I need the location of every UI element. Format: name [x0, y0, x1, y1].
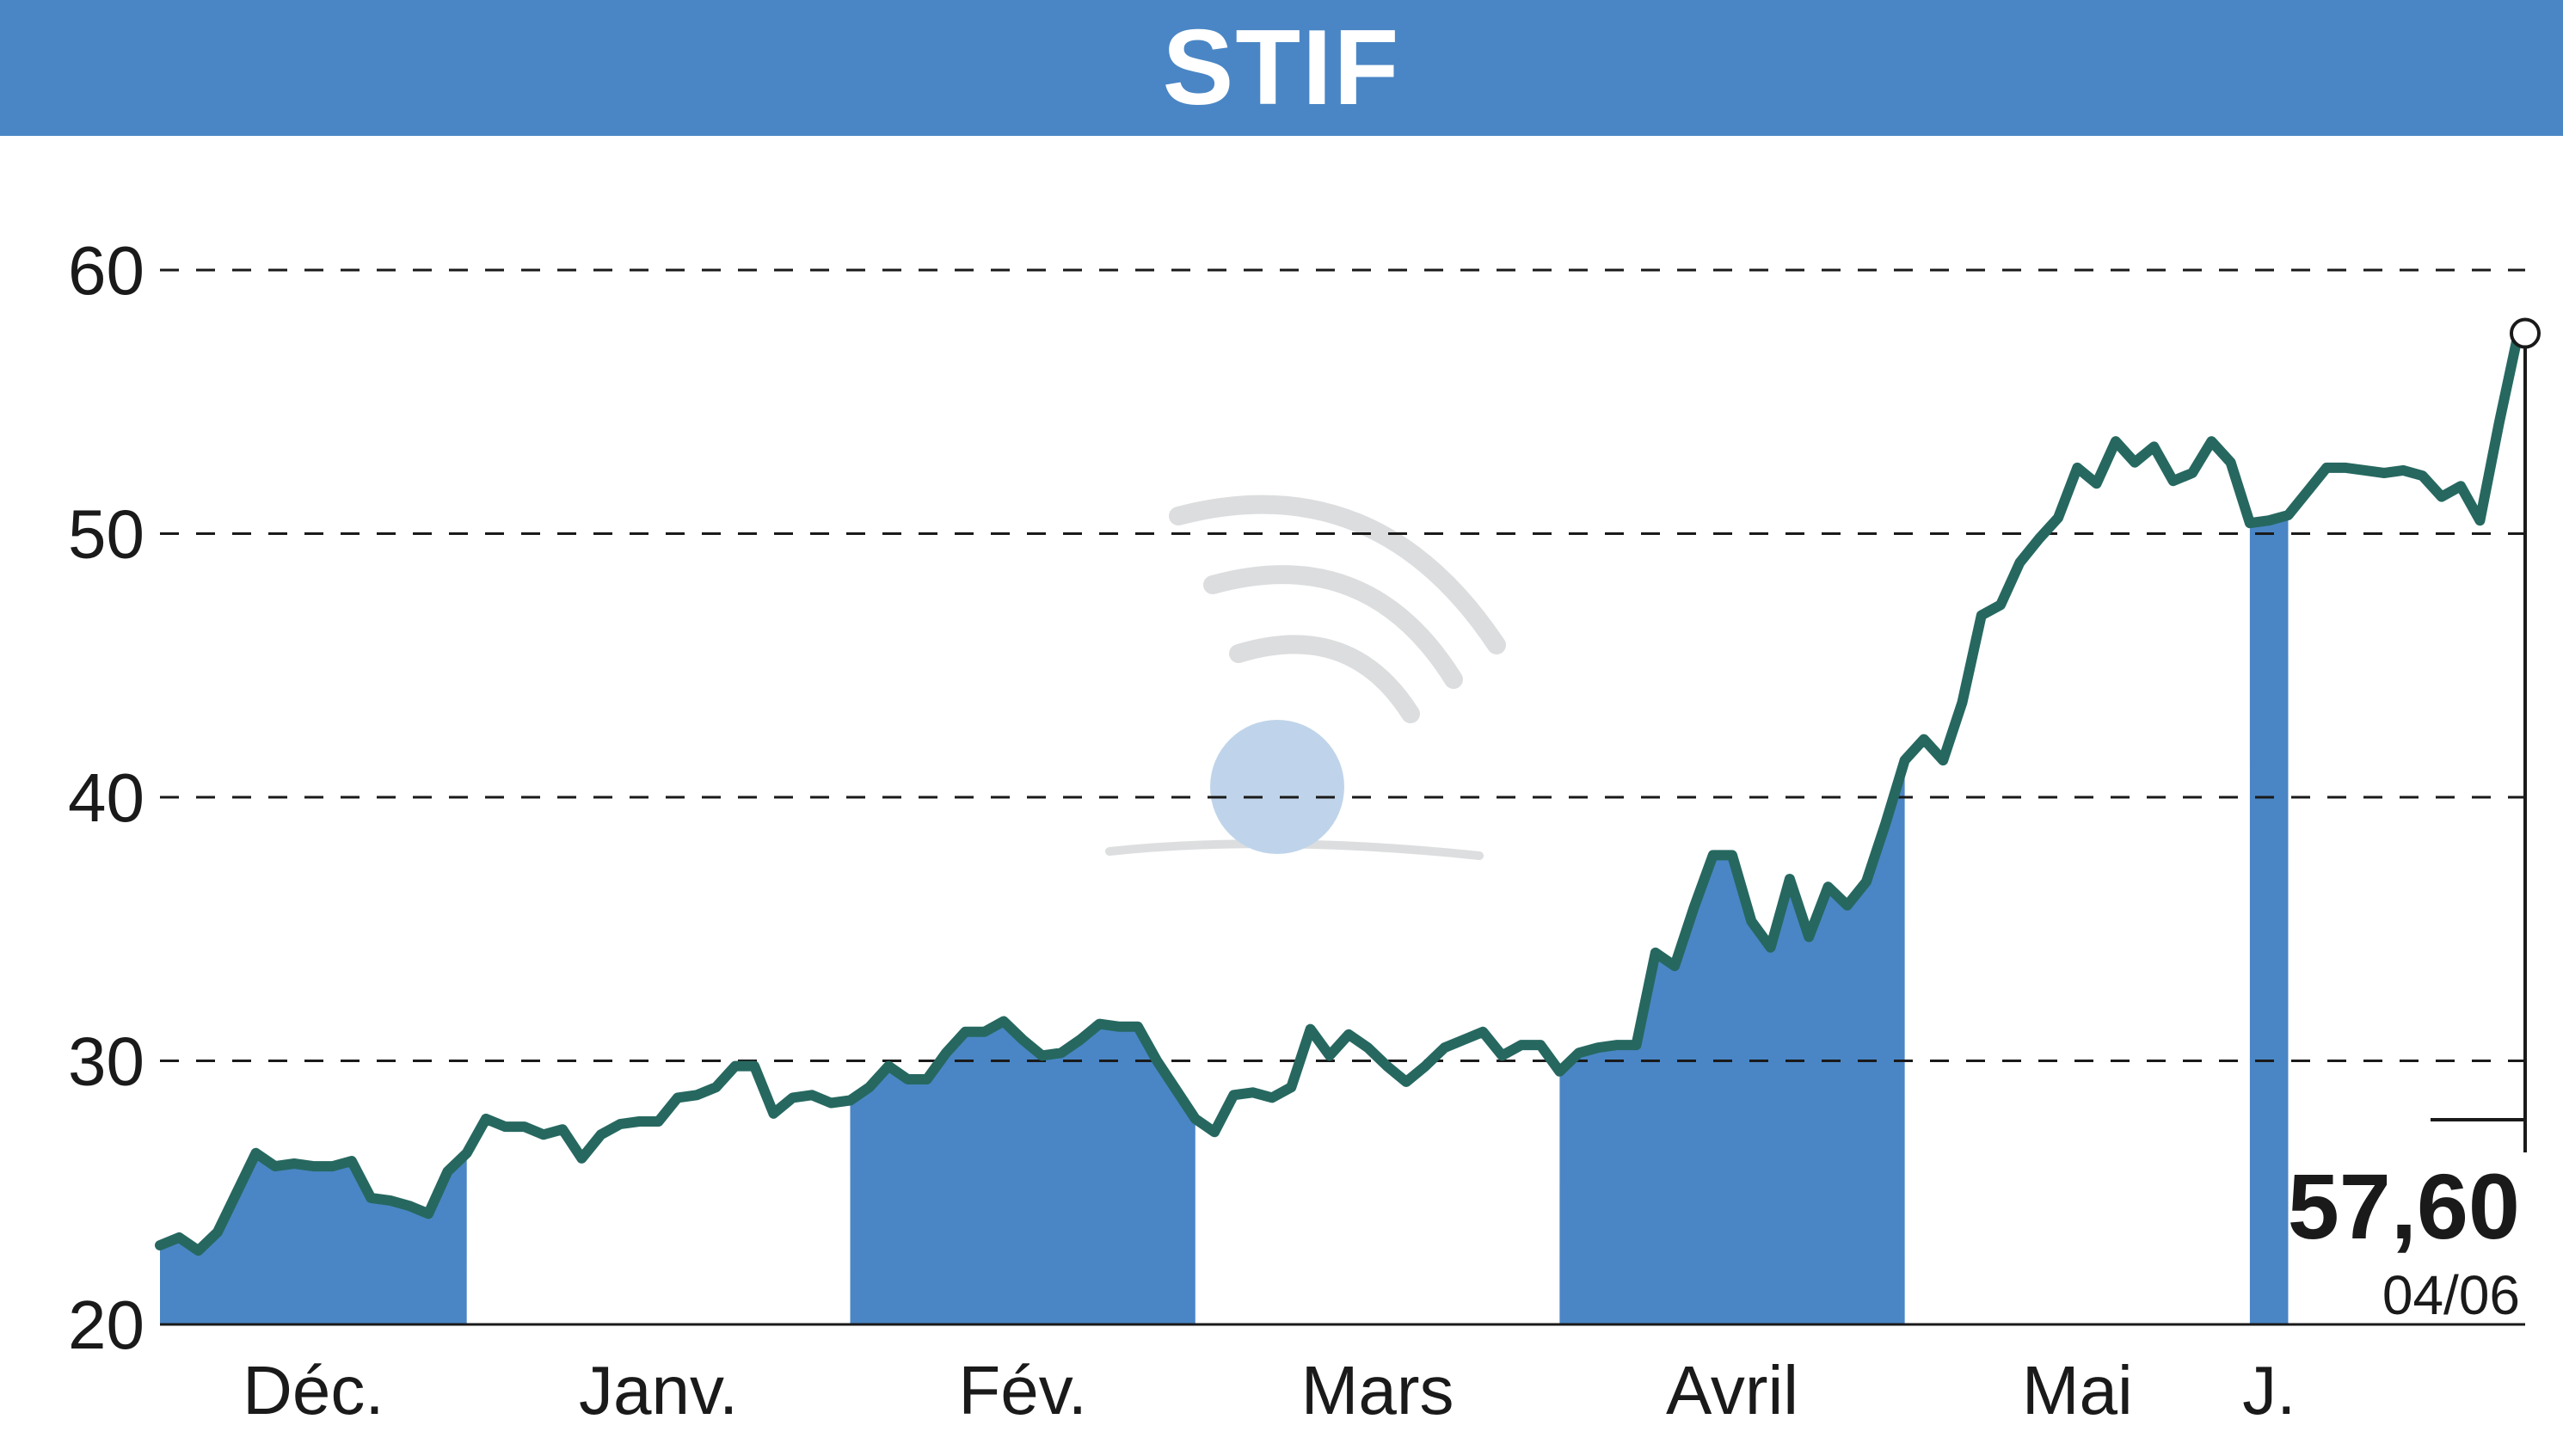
x-month-label-5: Mai: [2022, 1352, 2133, 1428]
title-bar: [0, 0, 2563, 136]
y-tick-label-2: 40: [68, 759, 144, 836]
last-date-label: 04/06: [2382, 1264, 2520, 1326]
month-band-2: [850, 1021, 1195, 1324]
x-month-label-0: Déc.: [243, 1352, 384, 1428]
month-band-6: [2249, 515, 2289, 1324]
y-tick-label-4: 60: [68, 232, 144, 309]
price-line: [155, 328, 2523, 1256]
chart-title: STIF: [1162, 9, 1401, 127]
x-axis-labels: Déc. Janv. Fév. Mars Avril Mai J.: [243, 1352, 2296, 1428]
y-tick-label-1: 30: [68, 1023, 144, 1100]
watermark-logo: [1105, 495, 1506, 860]
gridlines: [160, 268, 2525, 1326]
last-value-marker-group: 57,60 04/06: [2288, 317, 2541, 1326]
y-tick-label-3: 50: [68, 496, 144, 573]
last-point-marker: [2510, 317, 2541, 349]
x-month-label-3: Mars: [1301, 1352, 1454, 1428]
x-month-label-2: Fév.: [958, 1352, 1087, 1428]
y-tick-label-0: 20: [68, 1287, 144, 1363]
x-month-label-4: Avril: [1666, 1352, 1798, 1428]
month-shading: [160, 515, 2289, 1324]
y-axis-ticks: 20 30 40 50 60: [68, 232, 144, 1363]
x-month-label-6: J.: [2242, 1352, 2296, 1428]
series-layer: [155, 328, 2523, 1256]
x-month-label-1: Janv.: [579, 1352, 738, 1428]
last-value-label: 57,60: [2288, 1154, 2520, 1258]
month-band-4: [1559, 760, 1905, 1324]
